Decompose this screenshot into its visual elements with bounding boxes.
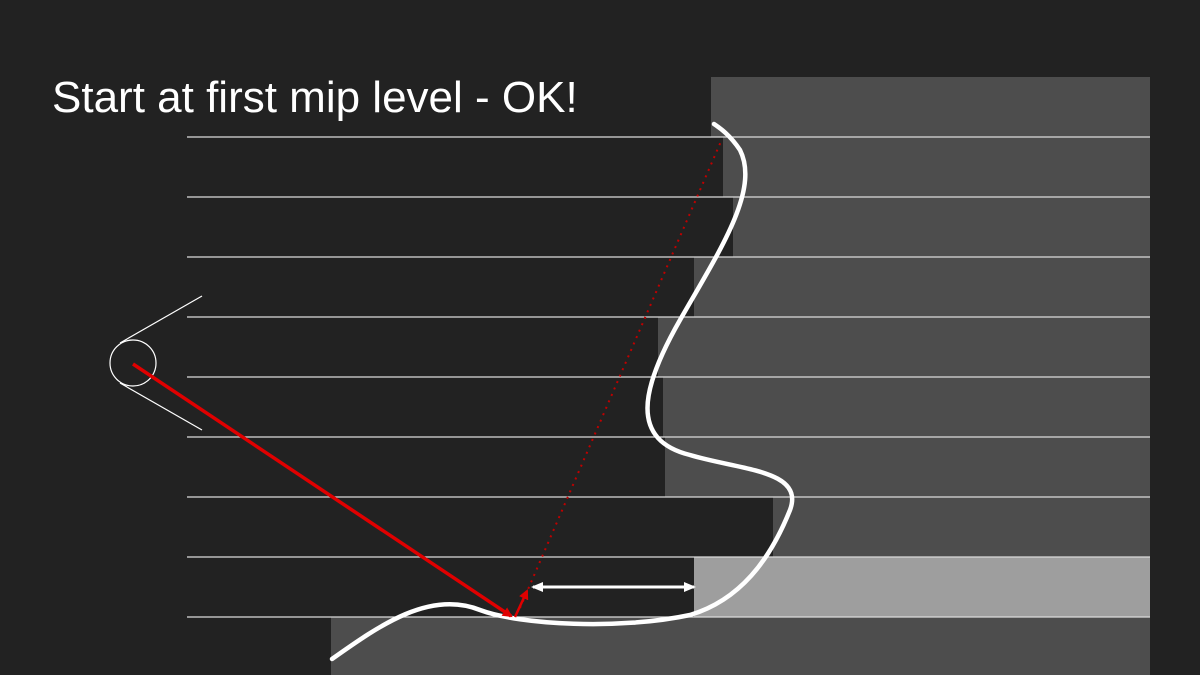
surface-curve <box>329 121 795 662</box>
slide-title: Start at first mip level - OK! <box>52 73 578 122</box>
view-ray <box>132 362 513 618</box>
heightfield-cell-row-1 <box>723 137 1150 197</box>
heightfield-cell-bottom <box>331 617 1150 675</box>
eye-icon <box>109 295 203 431</box>
heightfield-cell-row-4 <box>658 317 1150 377</box>
heightfield-cell-row-5 <box>663 377 1150 437</box>
reflected-ray-arrow <box>513 589 529 618</box>
grid-lines <box>187 136 1150 618</box>
heightfield-cell-row-7 <box>773 497 1150 557</box>
heightfield-cell-top <box>711 77 1150 137</box>
heightfield-cell-row-3 <box>694 257 1150 317</box>
highlighted-cell <box>694 557 1150 617</box>
reflected-ray-dotted <box>519 138 723 609</box>
heightfield-cell-row-2 <box>733 197 1150 257</box>
heightfield <box>331 77 1150 675</box>
